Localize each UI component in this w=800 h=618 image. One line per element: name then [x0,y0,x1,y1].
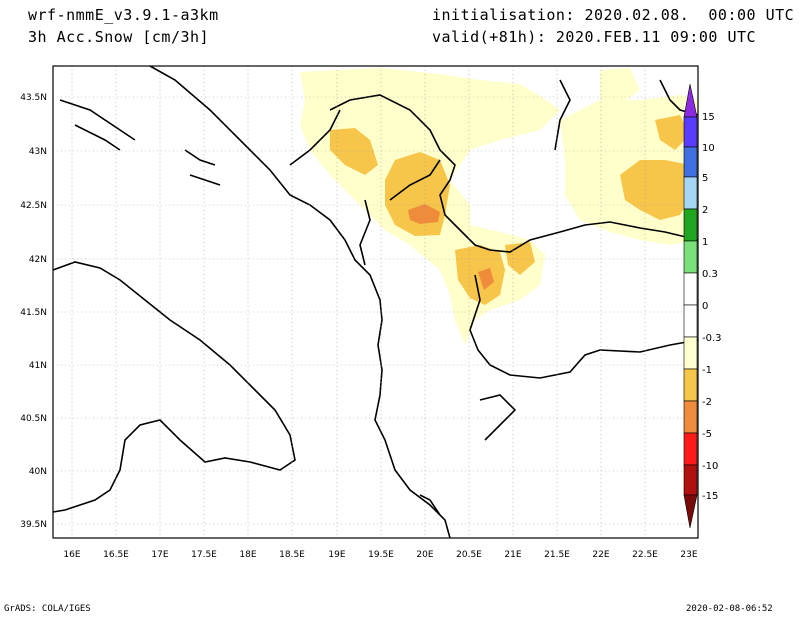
init-time: initialisation: 2020.02.08. 00:00 UTC [432,6,795,24]
colorbar-label: 2 [702,205,708,216]
lon-label: 19E [328,550,345,560]
lat-label: 40N [29,467,47,477]
colorbar-label: 1 [702,237,708,248]
colorbar-label: -0.3 [702,333,722,344]
colorbar-label: -5 [702,429,712,440]
colorbar-swatch [683,336,698,370]
lat-label: 41.5N [20,308,47,318]
lat-label: 43N [29,147,47,157]
lon-label: 22.5E [632,550,658,560]
model-name: wrf-nmmE_v3.9.1-a3km [28,6,219,24]
colorbar-label: -10 [702,461,718,472]
lon-label: 21.5E [544,550,570,560]
colorbar-swatch [683,464,698,496]
colorbar-label: -2 [702,397,712,408]
lon-label: 17E [151,550,168,560]
colorbar-label: 10 [702,143,715,154]
lon-label: 18.5E [279,550,305,560]
lat-label: 43.5N [20,93,47,103]
footer-timestamp: 2020-02-08-06:52 [686,604,773,614]
lat-axis: 43.5N 43N 42.5N 42N 41.5N 41N 40.5N 40N … [20,93,47,530]
lat-label: 41N [29,361,47,371]
colorbar-label: -15 [702,491,718,502]
field-name: 3h Acc.Snow [cm/3h] [28,28,210,46]
valid-time: valid(+81h): 2020.FEB.11 09:00 UTC [432,28,757,46]
colorbar-bottom-arrow [683,494,698,529]
lat-label: 42.5N [20,201,47,211]
colorbar [683,83,698,529]
lat-label: 42N [29,255,47,265]
snow-heavy-areas [408,204,494,290]
lon-axis: 16E 16.5E 17E 17.5E 18E 18.5E 19E 19.5E … [63,550,697,560]
colorbar-swatch [683,432,698,466]
colorbar-swatch [683,240,698,274]
colorbar-swatch [683,176,698,210]
lon-label: 23E [680,550,697,560]
colorbar-swatch [683,208,698,242]
lat-label: 40.5N [20,414,47,424]
colorbar-label: 15 [702,112,715,123]
lon-label: 17.5E [191,550,217,560]
colorbar-swatch [683,304,698,338]
colorbar-swatch [683,368,698,402]
lon-label: 16E [63,550,80,560]
lon-label: 22E [592,550,609,560]
colorbar-swatch [683,146,698,178]
colorbar-label: 0.3 [702,269,718,280]
lon-label: 20.5E [456,550,482,560]
lon-label: 21E [504,550,521,560]
lon-label: 20E [416,550,433,560]
colorbar-labels: 15 10 5 2 1 0.3 0 -0.3 -1 -2 -5 -10 -15 [702,112,722,502]
colorbar-label: -1 [702,365,712,376]
coastlines-borders [52,65,699,539]
colorbar-swatch [683,116,698,148]
colorbar-swatch [683,400,698,434]
colorbar-label: 0 [702,301,708,312]
lat-label: 39.5N [20,520,47,530]
lon-label: 19.5E [368,550,394,560]
colorbar-swatch [683,272,698,306]
colorbar-label: 5 [702,173,708,184]
map-frame [52,65,699,539]
grid-lines [53,66,698,538]
footer-credit: GrADS: COLA/IGES [4,604,91,614]
lon-label: 18E [239,550,256,560]
lon-label: 16.5E [103,550,129,560]
